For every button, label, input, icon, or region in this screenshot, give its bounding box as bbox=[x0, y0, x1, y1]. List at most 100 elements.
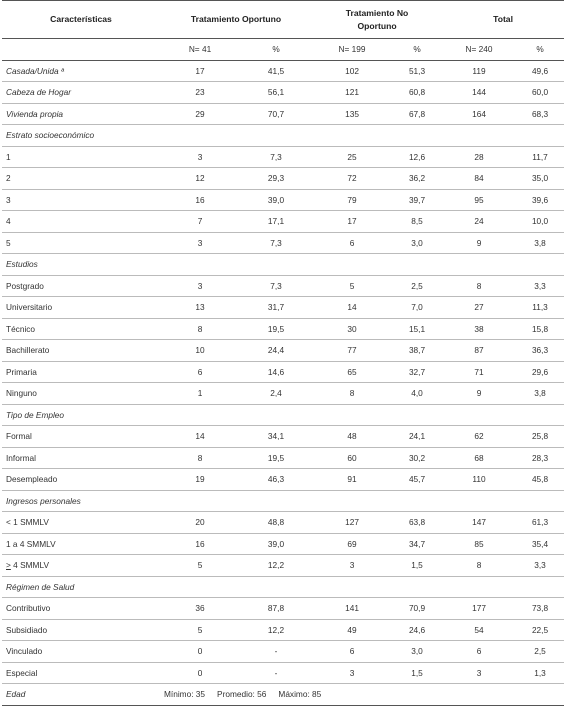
section-header-row: Régimen de Salud bbox=[2, 576, 565, 598]
total-percent: 3,3 bbox=[516, 275, 565, 297]
no-oportuno-count: 6 bbox=[312, 640, 393, 663]
row-label: Técnico bbox=[2, 318, 160, 340]
no-oportuno-percent: 3,0 bbox=[392, 640, 443, 663]
no-oportuno-count: 79 bbox=[312, 189, 393, 211]
no-oportuno-percent: 8,5 bbox=[392, 210, 443, 233]
total-percent: 35,4 bbox=[516, 533, 565, 555]
table-row: Técnico 8 19,5 30 15,1 38 15,8 bbox=[2, 318, 565, 340]
oportuno-count: 13 bbox=[160, 296, 240, 319]
total-count: 9 bbox=[442, 382, 517, 405]
total-count: 110 bbox=[442, 468, 517, 491]
total-count: 144 bbox=[442, 81, 517, 104]
row-label: Ninguno bbox=[2, 382, 160, 405]
section-header-row: Ingresos personales bbox=[2, 490, 565, 512]
no-oportuno-n: N= 199 bbox=[312, 38, 393, 61]
oportuno-count: 6 bbox=[160, 361, 240, 383]
no-oportuno-count: 77 bbox=[312, 339, 393, 362]
total-count: 85 bbox=[442, 533, 517, 555]
total-count: 54 bbox=[442, 619, 517, 641]
total-percent: 29,6 bbox=[516, 361, 565, 383]
total-percent: 22,5 bbox=[516, 619, 565, 641]
total-count: 177 bbox=[442, 597, 517, 620]
total-percent: 28,3 bbox=[516, 447, 565, 469]
table-row: 4 7 17,1 17 8,5 24 10,0 bbox=[2, 210, 565, 233]
oportuno-count: 20 bbox=[160, 511, 240, 534]
edad-summary: Mínimo: 35 Promedio: 56 Máximo: 85 bbox=[160, 683, 565, 706]
oportuno-count: 29 bbox=[160, 103, 240, 125]
no-oportuno-percent: 3,0 bbox=[392, 232, 443, 254]
table-row: Postgrado 3 7,3 5 2,5 8 3,3 bbox=[2, 275, 565, 297]
no-oportuno-percent: 4,0 bbox=[392, 382, 443, 405]
header-no-oportuno-line2: Oportuno bbox=[357, 20, 397, 31]
oportuno-count: 5 bbox=[160, 619, 240, 641]
oportuno-count: 3 bbox=[160, 146, 240, 168]
oportuno-percent: 39,0 bbox=[240, 533, 313, 555]
row-label: Vivienda propia bbox=[2, 103, 160, 125]
row-label: Informal bbox=[2, 447, 160, 469]
oportuno-count: 14 bbox=[160, 425, 240, 448]
table-row: 3 16 39,0 79 39,7 95 39,6 bbox=[2, 189, 565, 211]
total-percent: 10,0 bbox=[516, 210, 565, 233]
total-percent: 73,8 bbox=[516, 597, 565, 620]
section-label: Ingresos personales bbox=[2, 490, 565, 512]
row-label: Cabeza de Hogar bbox=[2, 81, 160, 104]
oportuno-count: 17 bbox=[160, 60, 240, 82]
total-percent: 11,3 bbox=[516, 296, 565, 319]
total-count: 68 bbox=[442, 447, 517, 469]
no-oportuno-percent: 24,1 bbox=[392, 425, 443, 448]
total-percent: 35,0 bbox=[516, 167, 565, 190]
sample-size-row: N= 41 % N= 199 % N= 240 % bbox=[2, 38, 565, 61]
total-percent: 3,8 bbox=[516, 232, 565, 254]
oportuno-count: 7 bbox=[160, 210, 240, 233]
oportuno-count: 16 bbox=[160, 533, 240, 555]
total-percent: 60,0 bbox=[516, 81, 565, 104]
no-oportuno-count: 135 bbox=[312, 103, 393, 125]
oportuno-count: 23 bbox=[160, 81, 240, 104]
table-row: Casada/Unida ª 17 41,5 102 51,3 119 49,6 bbox=[2, 60, 565, 82]
oportuno-percent: 12,2 bbox=[240, 619, 313, 641]
no-oportuno-percent: 2,5 bbox=[392, 275, 443, 297]
no-oportuno-count: 6 bbox=[312, 232, 393, 254]
oportuno-percent: 7,3 bbox=[240, 275, 313, 297]
no-oportuno-count: 48 bbox=[312, 425, 393, 448]
table-row: Contributivo 36 87,8 141 70,9 177 73,8 bbox=[2, 597, 565, 620]
row-label: Subsidiado bbox=[2, 619, 160, 641]
table-row: Informal 8 19,5 60 30,2 68 28,3 bbox=[2, 447, 565, 469]
total-percent: 3,3 bbox=[516, 554, 565, 577]
total-count: 62 bbox=[442, 425, 517, 448]
no-oportuno-count: 30 bbox=[312, 318, 393, 340]
total-percent: 49,6 bbox=[516, 60, 565, 82]
no-oportuno-count: 8 bbox=[312, 382, 393, 405]
oportuno-count: 19 bbox=[160, 468, 240, 491]
row-label: < 1 SMMLV bbox=[2, 511, 160, 534]
total-count: 3 bbox=[442, 662, 517, 684]
total-count: 24 bbox=[442, 210, 517, 233]
table-row: Subsidiado 5 12,2 49 24,6 54 22,5 bbox=[2, 619, 565, 641]
oportuno-count: 1 bbox=[160, 382, 240, 405]
section-label: Estudios bbox=[2, 253, 565, 276]
table-row: Universitario 13 31,7 14 7,0 27 11,3 bbox=[2, 296, 565, 319]
total-percent: 11,7 bbox=[516, 146, 565, 168]
table-row: Especial 0-3 1,5 3 1,3 bbox=[2, 662, 565, 684]
no-oportuno-pct-header: % bbox=[392, 38, 443, 61]
header-no-oportuno: Tratamiento No Oportuno bbox=[312, 0, 443, 39]
no-oportuno-percent: 30,2 bbox=[392, 447, 443, 469]
no-oportuno-percent: 38,7 bbox=[392, 339, 443, 362]
row-label: Especial bbox=[2, 662, 160, 684]
no-oportuno-count: 127 bbox=[312, 511, 393, 534]
total-percent: 2,5 bbox=[516, 640, 565, 663]
no-oportuno-count: 17 bbox=[312, 210, 393, 233]
no-oportuno-count: 14 bbox=[312, 296, 393, 319]
no-oportuno-percent: 36,2 bbox=[392, 167, 443, 190]
row-label: > 4 SMMLV bbox=[2, 554, 160, 577]
row-label: 1 bbox=[2, 146, 160, 168]
no-oportuno-count: 3 bbox=[312, 554, 393, 577]
total-count: 9 bbox=[442, 232, 517, 254]
no-oportuno-percent: 70,9 bbox=[392, 597, 443, 620]
row-label: 1 a 4 SMMLV bbox=[2, 533, 160, 555]
no-oportuno-percent: 7,0 bbox=[392, 296, 443, 319]
total-percent: 3,8 bbox=[516, 382, 565, 405]
oportuno-pct-header: % bbox=[240, 38, 313, 61]
